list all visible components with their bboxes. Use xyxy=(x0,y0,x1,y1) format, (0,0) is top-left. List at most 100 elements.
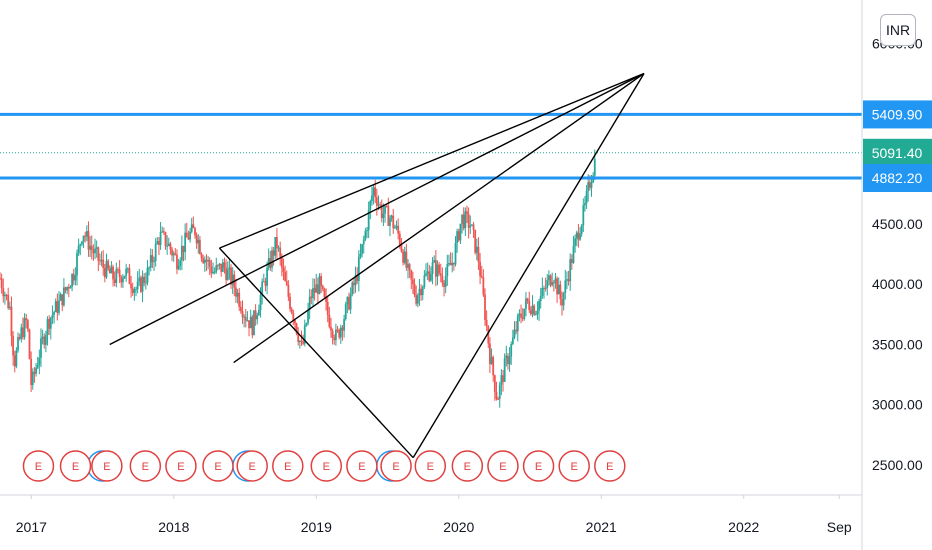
candle-body xyxy=(510,343,513,357)
candle-body xyxy=(221,262,224,272)
candle-body xyxy=(23,318,26,338)
candle-body xyxy=(439,273,442,276)
candle-body xyxy=(97,247,100,261)
candle-body xyxy=(156,241,159,244)
candle-body xyxy=(559,284,562,300)
candle-body xyxy=(380,204,383,219)
candle-body xyxy=(85,231,88,237)
candle-body xyxy=(448,262,450,264)
candlestick-series xyxy=(0,149,596,408)
candle-body xyxy=(49,317,52,329)
candle-body xyxy=(195,235,198,244)
candle-body xyxy=(59,294,62,301)
candle-body xyxy=(548,275,550,281)
candle-body xyxy=(228,267,231,270)
candle-body xyxy=(343,319,345,331)
earnings-marker xyxy=(272,450,304,482)
candle-body xyxy=(159,232,162,245)
currency-button[interactable]: INR xyxy=(880,14,916,46)
earnings-marker xyxy=(380,450,412,482)
candle-body xyxy=(164,232,167,246)
candle-body xyxy=(520,313,522,318)
horizontal-levels[interactable] xyxy=(0,112,862,180)
candle-body xyxy=(582,205,585,226)
candle-body xyxy=(375,197,378,206)
price-tick-label: 2500.00 xyxy=(872,457,923,473)
time-axis[interactable]: 2017 2018 2019 2020 2021 2022 Sep xyxy=(16,495,852,535)
candle-body xyxy=(454,242,457,265)
candle-body xyxy=(22,327,24,338)
candle-body xyxy=(585,190,588,204)
candle-body xyxy=(389,218,391,226)
price-badge xyxy=(863,163,932,192)
candle-body xyxy=(408,264,411,271)
candle-body xyxy=(125,268,128,276)
candle-body xyxy=(103,267,106,278)
candle-body xyxy=(353,282,355,286)
candle-body xyxy=(2,288,5,297)
earnings-marker xyxy=(202,450,234,482)
earnings-marker-label: E xyxy=(499,461,506,473)
candle-body xyxy=(289,296,291,309)
candle-body xyxy=(508,356,511,365)
candle-body xyxy=(297,333,300,343)
candle-body xyxy=(485,319,488,327)
time-tick-label: 2019 xyxy=(301,519,332,535)
candle-body xyxy=(577,232,580,240)
candle-body xyxy=(313,288,316,293)
candle-body xyxy=(333,337,336,341)
earnings-marker xyxy=(129,450,162,482)
earnings-marker xyxy=(91,450,123,482)
candle-body xyxy=(185,232,188,238)
candle-body xyxy=(266,267,268,286)
candle-body xyxy=(130,283,132,289)
candle-body xyxy=(48,319,51,329)
candle-body xyxy=(372,187,375,196)
price-badge-label: 5091.40 xyxy=(872,145,923,161)
candle-body xyxy=(425,273,427,276)
earnings-marker-label: E xyxy=(571,461,578,473)
candle-body xyxy=(205,259,208,262)
candle-body xyxy=(28,329,31,359)
candle-body xyxy=(5,294,8,296)
candle-body xyxy=(525,298,527,309)
candle-body xyxy=(146,267,149,283)
price-badge xyxy=(863,100,932,129)
candle-body xyxy=(120,276,123,283)
earnings-marker-label: E xyxy=(214,461,221,473)
candle-body xyxy=(151,255,154,263)
candle-body xyxy=(588,182,591,188)
candle-body xyxy=(359,253,362,257)
candle-body xyxy=(200,253,203,259)
trendline xyxy=(219,72,645,249)
candle-body xyxy=(308,296,311,310)
candle-body xyxy=(449,262,452,266)
candle-body xyxy=(46,319,49,336)
candle-body xyxy=(30,358,33,385)
candle-body xyxy=(557,284,560,295)
candle-body xyxy=(444,276,447,287)
earnings-marker-label: E xyxy=(427,461,434,473)
candle-body xyxy=(276,237,278,249)
candle-body xyxy=(457,231,460,241)
candle-body xyxy=(428,271,431,281)
candle-body xyxy=(348,297,350,310)
candle-body xyxy=(531,305,534,315)
candle-body xyxy=(336,329,339,331)
candle-body xyxy=(69,286,72,289)
candle-body xyxy=(254,310,257,320)
candle-body xyxy=(321,285,324,289)
candle-body xyxy=(513,329,516,338)
candle-body xyxy=(100,259,103,261)
earnings-marker xyxy=(451,450,484,482)
candle-body xyxy=(536,310,539,315)
candle-body xyxy=(13,355,16,367)
candle-body xyxy=(207,259,209,262)
time-tick-label: Sep xyxy=(827,519,852,535)
candle-body xyxy=(357,256,360,282)
candle-body xyxy=(66,287,69,291)
trendlines[interactable] xyxy=(109,72,645,459)
candle-body xyxy=(472,224,475,230)
